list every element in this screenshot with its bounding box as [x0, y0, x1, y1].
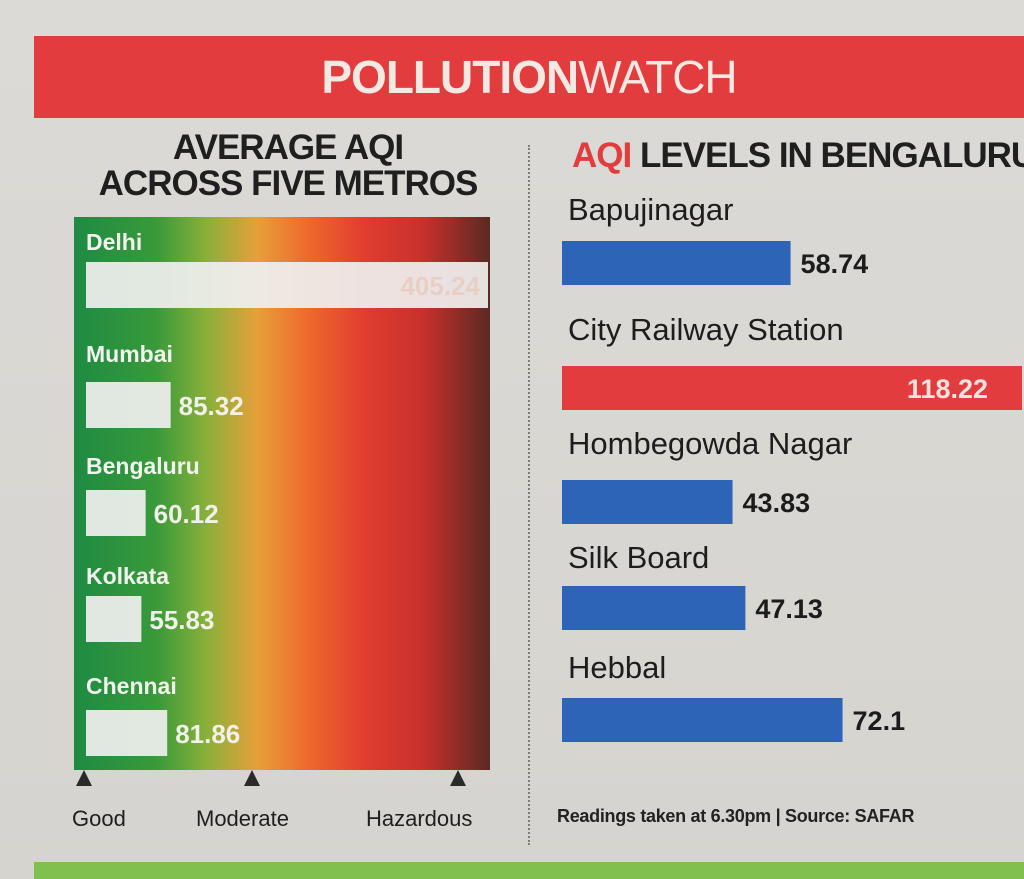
scale-label-hazardous: Hazardous [366, 806, 473, 831]
value-label-silk-board: 47.13 [755, 594, 823, 624]
bengaluru-title-rest: LEVELS IN BENGALURU [631, 136, 1024, 175]
metros-chart-title: AVERAGE AQI ACROSS FIVE METROS [88, 130, 488, 202]
bar-bapujinagar [562, 241, 791, 285]
banner-title: POLLUTIONWATCH [321, 50, 738, 104]
station-label-silk-board: Silk Board [568, 540, 709, 575]
category-label-bengaluru: Bengaluru [86, 453, 200, 479]
good-marker-icon [76, 770, 92, 786]
category-label-mumbai: Mumbai [86, 341, 173, 367]
metros-title-line1: AVERAGE AQI [172, 128, 404, 167]
bar-hebbal [562, 698, 843, 742]
value-label-bapujinagar: 58.74 [801, 249, 869, 279]
value-label-city-railway-station: 118.22 [907, 374, 988, 404]
hazardous-marker-icon [450, 770, 466, 786]
value-label-chennai: 81.86 [175, 719, 240, 749]
metros-title-line2: ACROSS FIVE METROS [98, 164, 479, 203]
station-label-bapujinagar: Bapujinagar [568, 192, 733, 227]
scale-label-moderate: Moderate [196, 806, 289, 831]
bar-delhi [86, 262, 488, 308]
bottom-green-strip [34, 862, 1024, 879]
station-label-hombegowda-nagar: Hombegowda Nagar [568, 426, 852, 461]
bengaluru-chart-title: AQI LEVELS IN BENGALURU [572, 136, 1024, 176]
banner-word-pollution: POLLUTION [321, 51, 579, 103]
banner-word-watch: WATCH [578, 51, 738, 103]
bar-chennai [86, 710, 168, 756]
bar-mumbai [86, 382, 171, 428]
category-label-delhi: Delhi [86, 229, 142, 255]
bar-city-railway-station [562, 366, 1022, 410]
value-label-hombegowda-nagar: 43.83 [743, 488, 811, 518]
bar-hombegowda-nagar [562, 480, 733, 524]
value-label-delhi: 405.24 [400, 271, 480, 301]
pollution-watch-banner: POLLUTIONWATCH [34, 36, 1024, 118]
bar-kolkata [86, 596, 142, 642]
scale-label-good: Good [72, 806, 126, 831]
aqi-scale: Good Moderate Hazardous [0, 770, 528, 840]
category-label-kolkata: Kolkata [86, 563, 169, 589]
bar-silk-board [562, 586, 746, 630]
bar-bengaluru [86, 490, 146, 536]
value-label-hebbal: 72.1 [853, 706, 906, 736]
category-label-chennai: Chennai [86, 673, 177, 699]
value-label-bengaluru: 60.12 [154, 499, 219, 529]
value-label-kolkata: 55.83 [149, 605, 214, 635]
bengaluru-title-aqi: AQI [572, 136, 632, 175]
source-footnote: Readings taken at 6.30pm | Source: SAFAR [557, 806, 915, 826]
moderate-marker-icon [244, 770, 260, 786]
station-label-city-railway-station: City Railway Station [568, 312, 844, 347]
panel-divider [528, 145, 530, 845]
station-label-hebbal: Hebbal [568, 650, 666, 685]
value-label-mumbai: 85.32 [179, 391, 244, 421]
